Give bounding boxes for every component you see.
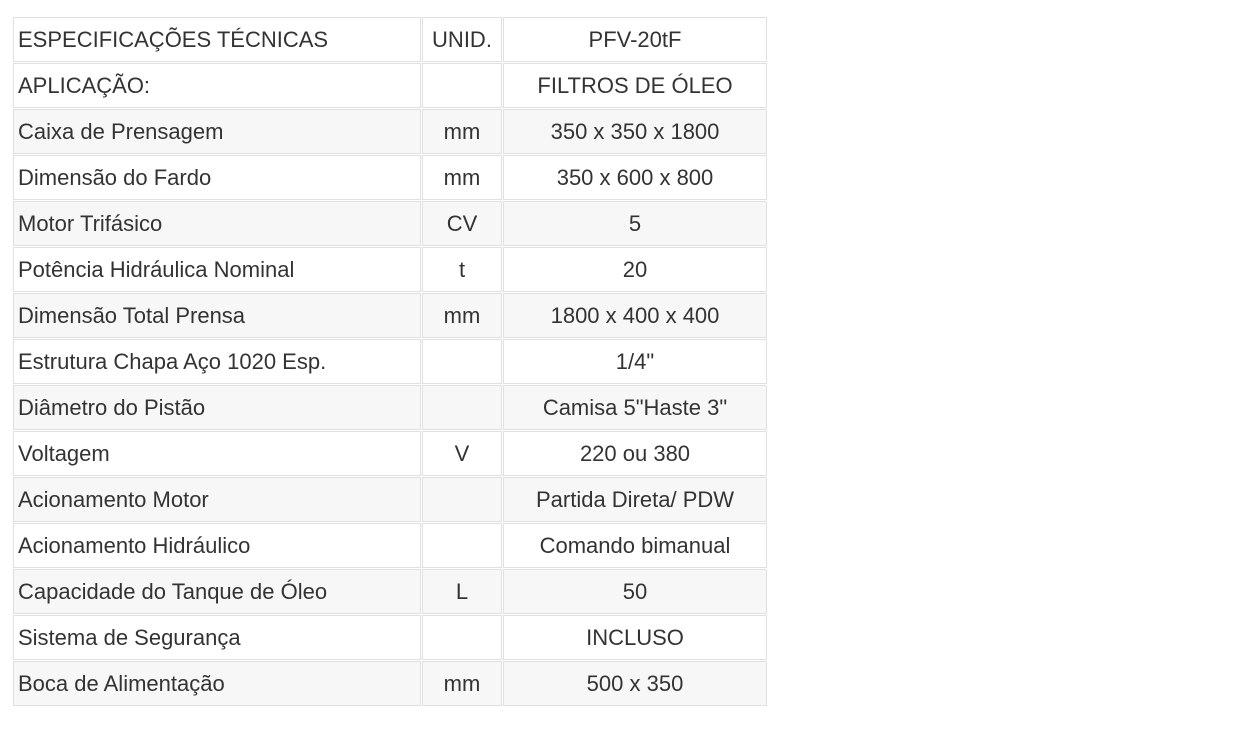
unit-cell: mm [422,661,502,706]
spec-cell: Potência Hidráulica Nominal [13,247,421,292]
value-cell: Comando bimanual [503,523,767,568]
spec-cell: Voltagem [13,431,421,476]
spec-cell: APLICAÇÃO: [13,63,421,108]
unit-cell: CV [422,201,502,246]
technical-specs-table: ESPECIFICAÇÕES TÉCNICAS UNID. PFV-20tF A… [12,16,768,707]
spec-cell: Sistema de Segurança [13,615,421,660]
table-row: Dimensão Total Prensa mm 1800 x 400 x 400 [13,293,767,338]
table-row: Diâmetro do Pistão Camisa 5"Haste 3" [13,385,767,430]
value-cell: 5 [503,201,767,246]
value-cell: 350 x 350 x 1800 [503,109,767,154]
value-cell: Camisa 5"Haste 3" [503,385,767,430]
unit-cell [422,615,502,660]
spec-cell: Acionamento Hidráulico [13,523,421,568]
value-cell: FILTROS DE ÓLEO [503,63,767,108]
table-row: Caixa de Prensagem mm 350 x 350 x 1800 [13,109,767,154]
spec-cell: Diâmetro do Pistão [13,385,421,430]
header-row: ESPECIFICAÇÕES TÉCNICAS UNID. PFV-20tF [13,17,767,62]
table-row: Motor Trifásico CV 5 [13,201,767,246]
unit-cell [422,339,502,384]
table-row: Capacidade do Tanque de Óleo L 50 [13,569,767,614]
spec-cell: Capacidade do Tanque de Óleo [13,569,421,614]
unit-cell: L [422,569,502,614]
spec-cell: Caixa de Prensagem [13,109,421,154]
header-cell-unit: UNID. [422,17,502,62]
table-row: Estrutura Chapa Aço 1020 Esp. 1/4" [13,339,767,384]
specs-table-header: ESPECIFICAÇÕES TÉCNICAS UNID. PFV-20tF [13,17,767,62]
unit-cell: mm [422,109,502,154]
value-cell: 350 x 600 x 800 [503,155,767,200]
unit-cell [422,477,502,522]
value-cell: INCLUSO [503,615,767,660]
value-cell: 20 [503,247,767,292]
specs-table-body: APLICAÇÃO: FILTROS DE ÓLEO Caixa de Prensa… [13,63,767,706]
table-row: Acionamento Motor Partida Direta/ PDW [13,477,767,522]
header-cell-model: PFV-20tF [503,17,767,62]
table-row: APLICAÇÃO: FILTROS DE ÓLEO [13,63,767,108]
spec-cell: Boca de Alimentação [13,661,421,706]
value-cell: 50 [503,569,767,614]
spec-cell: Estrutura Chapa Aço 1020 Esp. [13,339,421,384]
table-row: Potência Hidráulica Nominal t 20 [13,247,767,292]
spec-cell: Dimensão do Fardo [13,155,421,200]
unit-cell [422,63,502,108]
unit-cell: V [422,431,502,476]
unit-cell: t [422,247,502,292]
value-cell: 1800 x 400 x 400 [503,293,767,338]
header-cell-specs: ESPECIFICAÇÕES TÉCNICAS [13,17,421,62]
table-row: Voltagem V 220 ou 380 [13,431,767,476]
spec-cell: Acionamento Motor [13,477,421,522]
table-row: Dimensão do Fardo mm 350 x 600 x 800 [13,155,767,200]
unit-cell [422,385,502,430]
value-cell: 1/4" [503,339,767,384]
spec-cell: Motor Trifásico [13,201,421,246]
spec-cell: Dimensão Total Prensa [13,293,421,338]
value-cell: 220 ou 380 [503,431,767,476]
table-row: Boca de Alimentação mm 500 x 350 [13,661,767,706]
value-cell: 500 x 350 [503,661,767,706]
value-cell: Partida Direta/ PDW [503,477,767,522]
table-row: Acionamento Hidráulico Comando bimanual [13,523,767,568]
unit-cell: mm [422,155,502,200]
table-row: Sistema de Segurança INCLUSO [13,615,767,660]
unit-cell [422,523,502,568]
unit-cell: mm [422,293,502,338]
